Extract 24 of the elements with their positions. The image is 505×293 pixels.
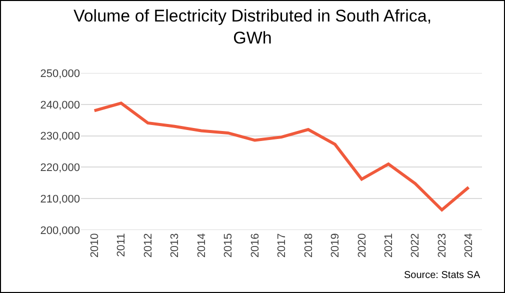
y-tick-label: 230,000 <box>40 130 80 143</box>
x-tick-label: 2010 <box>88 233 101 258</box>
x-tick-label: 2014 <box>196 233 208 258</box>
x-tick-label: 2015 <box>222 233 235 258</box>
x-tick-label: 2018 <box>302 233 315 258</box>
x-tick-label: 2011 <box>116 233 128 257</box>
x-tick-label: 2019 <box>330 233 342 258</box>
y-tick-label: 210,000 <box>40 193 80 206</box>
chart-title: Volume of Electricity Distributed in South Africa, GWh <box>73 6 432 48</box>
x-tick-label: 2023 <box>436 233 448 258</box>
y-tick-label: 240,000 <box>40 99 80 112</box>
x-tick-label: 2016 <box>249 233 262 258</box>
line-series <box>92 102 470 212</box>
x-tick-label: 2013 <box>169 233 182 258</box>
x-tick-label: 2012 <box>142 233 154 258</box>
x-tick-label: 2021 <box>383 233 396 258</box>
y-tick-label: 200,000 <box>40 224 80 237</box>
x-tick-label: 2020 <box>356 233 368 258</box>
y-tick-label: 220,000 <box>40 162 80 174</box>
y-tick-label: 250,000 <box>40 68 80 80</box>
source-note: Source: Stats SA <box>404 270 480 281</box>
x-tick-label: 2022 <box>410 233 422 258</box>
x-tick-label: 2017 <box>276 233 288 258</box>
x-tick-label: 2024 <box>463 233 476 258</box>
